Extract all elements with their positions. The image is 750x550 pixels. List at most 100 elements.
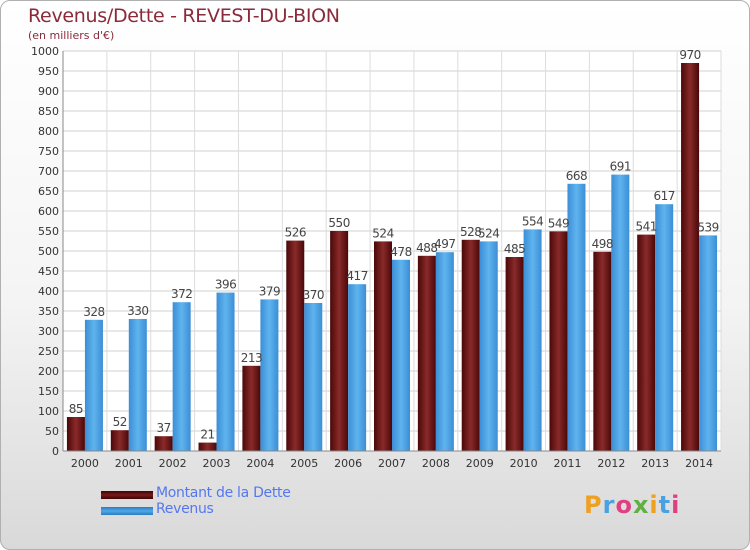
x-tick-label: 2003 — [203, 457, 231, 470]
x-tick-label: 2000 — [71, 457, 99, 470]
y-tick-label: 400 — [38, 285, 59, 298]
chart-title: Revenus/Dette - REVEST-DU-BION — [28, 5, 340, 27]
y-tick-label: 50 — [45, 425, 59, 438]
bar-debt — [242, 365, 261, 451]
y-tick-label: 850 — [38, 105, 59, 118]
bar-debt — [198, 442, 217, 451]
data-label-debt: 485 — [504, 242, 525, 256]
x-tick-label: 2002 — [159, 457, 187, 470]
bar-revenue — [611, 174, 630, 451]
bar-revenue — [435, 252, 454, 451]
data-label-debt: 524 — [372, 226, 393, 240]
bar-revenue — [655, 204, 674, 451]
y-tick-label: 300 — [38, 325, 59, 338]
bar-debt — [637, 234, 656, 451]
data-label-revenue: 330 — [127, 304, 148, 318]
data-label-debt: 498 — [592, 237, 613, 251]
x-tick-label: 2001 — [115, 457, 143, 470]
data-label-debt: 85 — [69, 402, 83, 416]
bar-revenue — [479, 241, 498, 451]
data-label-revenue: 370 — [303, 288, 324, 302]
x-tick-label: 2008 — [422, 457, 450, 470]
bar-revenue — [392, 259, 410, 451]
y-tick-label: 150 — [38, 385, 59, 398]
legend-swatch-revenue — [101, 507, 153, 515]
y-tick-label: 500 — [38, 245, 59, 258]
y-tick-label: 1000 — [31, 45, 59, 58]
logo-letter: r — [602, 491, 616, 519]
y-tick-label: 700 — [38, 165, 59, 178]
x-tick-label: 2014 — [685, 457, 713, 470]
y-tick-label: 950 — [38, 65, 59, 78]
data-label-debt: 541 — [635, 220, 656, 234]
data-label-debt: 213 — [241, 351, 262, 365]
logo-letter: t — [658, 491, 672, 519]
y-tick-label: 0 — [52, 445, 59, 458]
bar-debt — [330, 231, 349, 451]
bar-revenue — [567, 183, 586, 452]
data-label-revenue: 617 — [653, 189, 674, 203]
data-label-debt: 528 — [460, 225, 481, 239]
data-label-revenue: 417 — [346, 269, 367, 283]
bar-revenue — [172, 302, 191, 451]
y-tick-label: 250 — [38, 345, 59, 358]
bar-revenue — [216, 292, 235, 451]
legend-swatch-debt — [101, 491, 153, 499]
y-tick-label: 100 — [38, 405, 59, 418]
legend-label-debt: Montant de la Dette — [156, 485, 291, 501]
bar-revenue — [523, 229, 542, 451]
y-tick-label: 750 — [38, 145, 59, 158]
data-label-debt: 970 — [679, 48, 700, 62]
data-label-revenue: 524 — [478, 226, 499, 240]
y-tick-label: 650 — [38, 185, 59, 198]
bar-revenue — [128, 319, 147, 451]
data-label-revenue: 396 — [215, 278, 236, 292]
x-tick-label: 2010 — [510, 457, 538, 470]
bar-debt — [505, 257, 524, 451]
y-tick-label: 900 — [38, 85, 59, 98]
data-label-revenue: 328 — [83, 305, 104, 319]
y-tick-label: 350 — [38, 305, 59, 318]
data-label-revenue: 478 — [390, 245, 411, 259]
bar-debt — [374, 241, 392, 451]
data-label-debt: 549 — [548, 216, 569, 230]
bar-debt — [593, 251, 612, 451]
logo-letter: P — [584, 491, 603, 519]
bar-revenue — [260, 299, 279, 451]
logo-letter: x — [632, 491, 650, 519]
bar-debt — [110, 430, 129, 451]
y-tick-label: 800 — [38, 125, 59, 138]
bar-debt — [66, 417, 85, 451]
x-tick-label: 2012 — [597, 457, 625, 470]
x-tick-label: 2009 — [466, 457, 494, 470]
data-label-debt: 37 — [157, 421, 171, 435]
x-tick-label: 2006 — [334, 457, 362, 470]
bar-revenue — [304, 303, 323, 451]
data-label-debt: 526 — [285, 226, 306, 240]
data-label-revenue: 497 — [434, 237, 455, 251]
legend-label-revenue: Revenus — [156, 501, 214, 517]
proxiti-logo: Proxiti — [584, 491, 680, 519]
bar-debt — [681, 63, 700, 451]
bar-debt — [461, 239, 480, 451]
y-tick-label: 550 — [38, 225, 59, 238]
data-label-revenue: 668 — [566, 169, 587, 183]
bar-debt — [549, 231, 568, 451]
data-label-revenue: 372 — [171, 287, 192, 301]
data-label-revenue: 554 — [522, 214, 543, 228]
data-label-revenue: 379 — [259, 284, 280, 298]
x-tick-label: 2004 — [246, 457, 274, 470]
data-label-debt: 21 — [200, 428, 214, 442]
bar-revenue — [699, 235, 718, 451]
bar-debt — [286, 240, 305, 451]
x-tick-label: 2013 — [641, 457, 669, 470]
y-tick-label: 200 — [38, 365, 59, 378]
x-tick-label: 2007 — [378, 457, 406, 470]
y-tick-label: 450 — [38, 265, 59, 278]
bar-debt — [417, 255, 436, 451]
data-label-debt: 550 — [328, 216, 349, 230]
logo-letter: i — [649, 491, 659, 519]
data-label-debt: 488 — [416, 241, 437, 255]
